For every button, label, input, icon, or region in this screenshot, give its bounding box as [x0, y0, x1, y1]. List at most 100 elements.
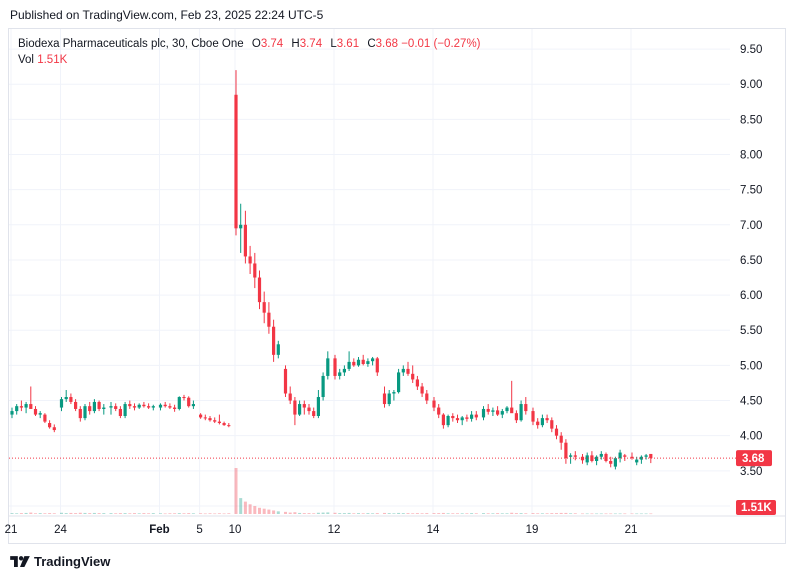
candle-up[interactable] — [470, 414, 474, 419]
candle-down[interactable] — [573, 455, 577, 457]
candle-up[interactable] — [326, 358, 330, 376]
candle-up[interactable] — [595, 456, 599, 461]
candle-down[interactable] — [142, 404, 146, 407]
candle-down[interactable] — [43, 414, 47, 422]
candle-up[interactable] — [500, 411, 504, 415]
candle-up[interactable] — [342, 368, 346, 373]
candle-up[interactable] — [392, 392, 396, 394]
candle-down[interactable] — [118, 408, 122, 416]
candle-down[interactable] — [441, 414, 445, 426]
candle-down[interactable] — [48, 423, 52, 428]
candle-up[interactable] — [59, 399, 64, 408]
candle-up[interactable] — [338, 372, 342, 376]
candle-down[interactable] — [333, 358, 337, 376]
candle-down[interactable] — [550, 420, 554, 429]
candle-down[interactable] — [406, 368, 410, 374]
candle-down[interactable] — [128, 404, 132, 407]
candle-up[interactable] — [83, 406, 87, 419]
candle-down[interactable] — [559, 435, 563, 443]
candle-up[interactable] — [460, 417, 464, 421]
candle-up[interactable] — [585, 455, 589, 463]
candle-down[interactable] — [217, 421, 221, 424]
candle-down[interactable] — [97, 401, 101, 409]
candle-down[interactable] — [19, 406, 23, 408]
candle-down[interactable] — [182, 397, 186, 399]
candle-down[interactable] — [168, 406, 172, 408]
candle-up[interactable] — [505, 407, 509, 412]
candle-down[interactable] — [352, 361, 356, 366]
candle-down[interactable] — [114, 406, 118, 409]
candle-down[interactable] — [545, 418, 549, 421]
candle-up[interactable] — [491, 410, 495, 412]
candle-down[interactable] — [302, 404, 306, 408]
candle-down[interactable] — [312, 411, 316, 416]
candle-up[interactable] — [137, 404, 141, 408]
candle-up[interactable] — [38, 413, 42, 415]
candle-up[interactable] — [123, 404, 127, 416]
candle-down[interactable] — [554, 428, 559, 436]
candle-up[interactable] — [102, 407, 106, 409]
candle-down[interactable] — [203, 417, 207, 419]
candle-up[interactable] — [644, 455, 648, 457]
candle-up[interactable] — [397, 372, 401, 393]
candle-up[interactable] — [298, 404, 302, 415]
candle-down[interactable] — [604, 453, 608, 461]
candle-up[interactable] — [321, 375, 325, 398]
candle-up[interactable] — [276, 344, 280, 355]
candle-down[interactable] — [524, 404, 528, 412]
candle-down[interactable] — [288, 393, 292, 401]
candle-down[interactable] — [564, 442, 568, 459]
candle-down[interactable] — [630, 456, 634, 459]
candle-down[interactable] — [510, 407, 514, 414]
candle-down[interactable] — [451, 416, 455, 419]
candle-down[interactable] — [253, 263, 257, 278]
candle-down[interactable] — [411, 373, 415, 380]
candle-down[interactable] — [496, 410, 500, 415]
candle-down[interactable] — [213, 420, 217, 422]
candle-down[interactable] — [69, 397, 73, 402]
candle-down[interactable] — [52, 427, 56, 431]
symbol-name[interactable]: Biodexa Pharmaceuticals plc, 30, Cboe On… — [18, 38, 244, 50]
candle-down[interactable] — [74, 401, 78, 409]
candle-up[interactable] — [446, 416, 450, 426]
candle-down[interactable] — [474, 414, 478, 418]
candle-up[interactable] — [401, 368, 405, 373]
candle-down[interactable] — [514, 413, 518, 421]
candle-up[interactable] — [10, 411, 14, 415]
candle-up[interactable] — [191, 404, 195, 407]
candle-up[interactable] — [347, 361, 351, 369]
candle-up[interactable] — [519, 404, 523, 421]
candle-down[interactable] — [147, 406, 151, 408]
candle-down[interactable] — [243, 224, 247, 257]
candle-down[interactable] — [187, 397, 191, 407]
candle-down[interactable] — [29, 404, 33, 409]
candle-down[interactable] — [227, 425, 231, 427]
candle-down[interactable] — [78, 408, 82, 419]
candle-down[interactable] — [609, 460, 613, 464]
candle-down[interactable] — [531, 411, 535, 422]
candle-up[interactable] — [64, 397, 68, 400]
candle-down[interactable] — [293, 400, 297, 415]
candle-up[interactable] — [569, 455, 573, 457]
candle-up[interactable] — [177, 397, 181, 409]
candle-up[interactable] — [635, 459, 639, 463]
candle-down[interactable] — [208, 418, 212, 421]
candle-up[interactable] — [158, 404, 163, 408]
candle-down[interactable] — [262, 302, 266, 313]
candle-down[interactable] — [307, 407, 311, 412]
candle-down[interactable] — [33, 408, 38, 415]
candle-down[interactable] — [222, 423, 226, 426]
candle-down[interactable] — [199, 414, 203, 418]
candle-up[interactable] — [481, 408, 486, 418]
candle-up[interactable] — [316, 397, 320, 416]
volume-key[interactable]: Vol — [18, 54, 34, 66]
candle-up[interactable] — [599, 453, 603, 457]
candle-down[interactable] — [425, 393, 429, 401]
candlestick-chart[interactable]: 9.50 9.00 8.50 8.00 7.50 7.00 6.50 6.00 5.50 5.00… — [0, 0, 795, 548]
candle-down[interactable] — [432, 400, 436, 408]
candle-down[interactable] — [283, 368, 288, 394]
candle-down[interactable] — [132, 406, 137, 408]
candle-down[interactable] — [649, 453, 653, 459]
candle-down[interactable] — [257, 277, 262, 303]
candle-down[interactable] — [486, 408, 490, 412]
